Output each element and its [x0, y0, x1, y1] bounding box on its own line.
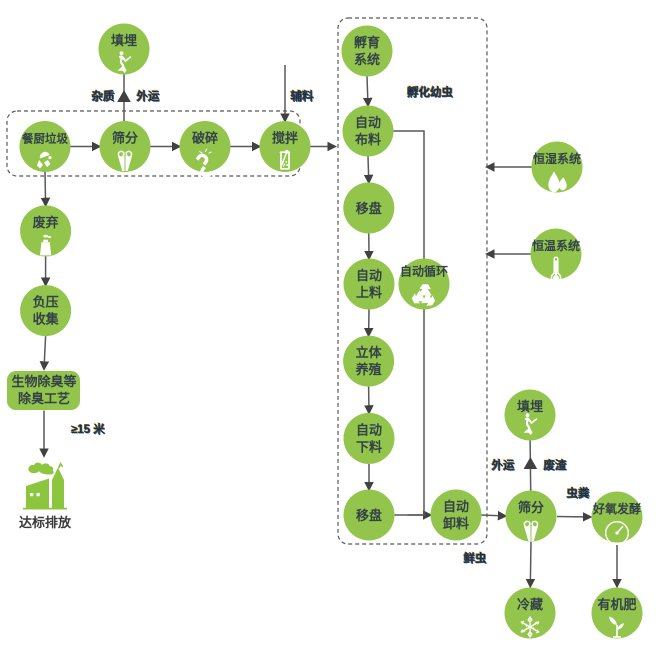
svg-text:下料: 下料	[356, 439, 382, 454]
svg-text:达标排放: 达标排放	[19, 515, 72, 530]
svg-text:填埋: 填埋	[517, 399, 543, 414]
svg-text:辅料: 辅料	[291, 89, 314, 103]
svg-text:自动: 自动	[355, 115, 381, 130]
svg-text:有机肥: 有机肥	[597, 597, 636, 612]
svg-text:自动: 自动	[356, 268, 382, 283]
svg-text:废渣: 废渣	[544, 458, 567, 472]
svg-text:好氧发酵: 好氧发酵	[592, 501, 641, 516]
svg-text:自动循环: 自动循环	[400, 264, 448, 279]
svg-text:移盘: 移盘	[356, 508, 382, 523]
svg-text:养殖: 养殖	[355, 362, 382, 377]
svg-text:自动: 自动	[443, 499, 469, 514]
svg-text:卸料: 卸料	[443, 516, 469, 531]
svg-text:移盘: 移盘	[356, 201, 382, 216]
svg-text:破碎: 破碎	[192, 131, 218, 146]
svg-text:孵育: 孵育	[354, 35, 380, 50]
svg-text:上料: 上料	[356, 285, 382, 300]
svg-text:废弃: 废弃	[33, 215, 59, 230]
svg-text:布料: 布料	[355, 132, 381, 147]
svg-text:恒湿系统: 恒湿系统	[533, 151, 581, 166]
svg-text:恒温系统: 恒温系统	[532, 238, 580, 253]
svg-text:杂质: 杂质	[92, 89, 115, 103]
svg-text:外运: 外运	[136, 89, 160, 103]
svg-text:收集: 收集	[33, 312, 60, 327]
svg-text:除臭工艺: 除臭工艺	[18, 391, 70, 406]
svg-text:搅拌: 搅拌	[272, 131, 298, 146]
svg-text:立体: 立体	[356, 345, 383, 360]
svg-text:虫粪: 虫粪	[567, 486, 590, 500]
svg-text:填埋: 填埋	[111, 33, 137, 48]
svg-text:餐厨垃圾: 餐厨垃圾	[21, 132, 68, 146]
svg-text:孵化幼虫: 孵化幼虫	[407, 85, 453, 99]
svg-text:外运: 外运	[491, 458, 515, 472]
svg-text:系统: 系统	[354, 52, 380, 67]
svg-text:筛分: 筛分	[112, 131, 138, 146]
svg-text:筛分: 筛分	[518, 500, 544, 515]
svg-text:冷藏: 冷藏	[517, 597, 543, 612]
svg-text:生物除臭等: 生物除臭等	[11, 374, 76, 389]
svg-text:鲜虫: 鲜虫	[464, 551, 487, 565]
svg-text:负压: 负压	[33, 295, 59, 310]
svg-text:自动: 自动	[356, 422, 382, 437]
svg-text:≥15 米: ≥15 米	[71, 422, 105, 436]
